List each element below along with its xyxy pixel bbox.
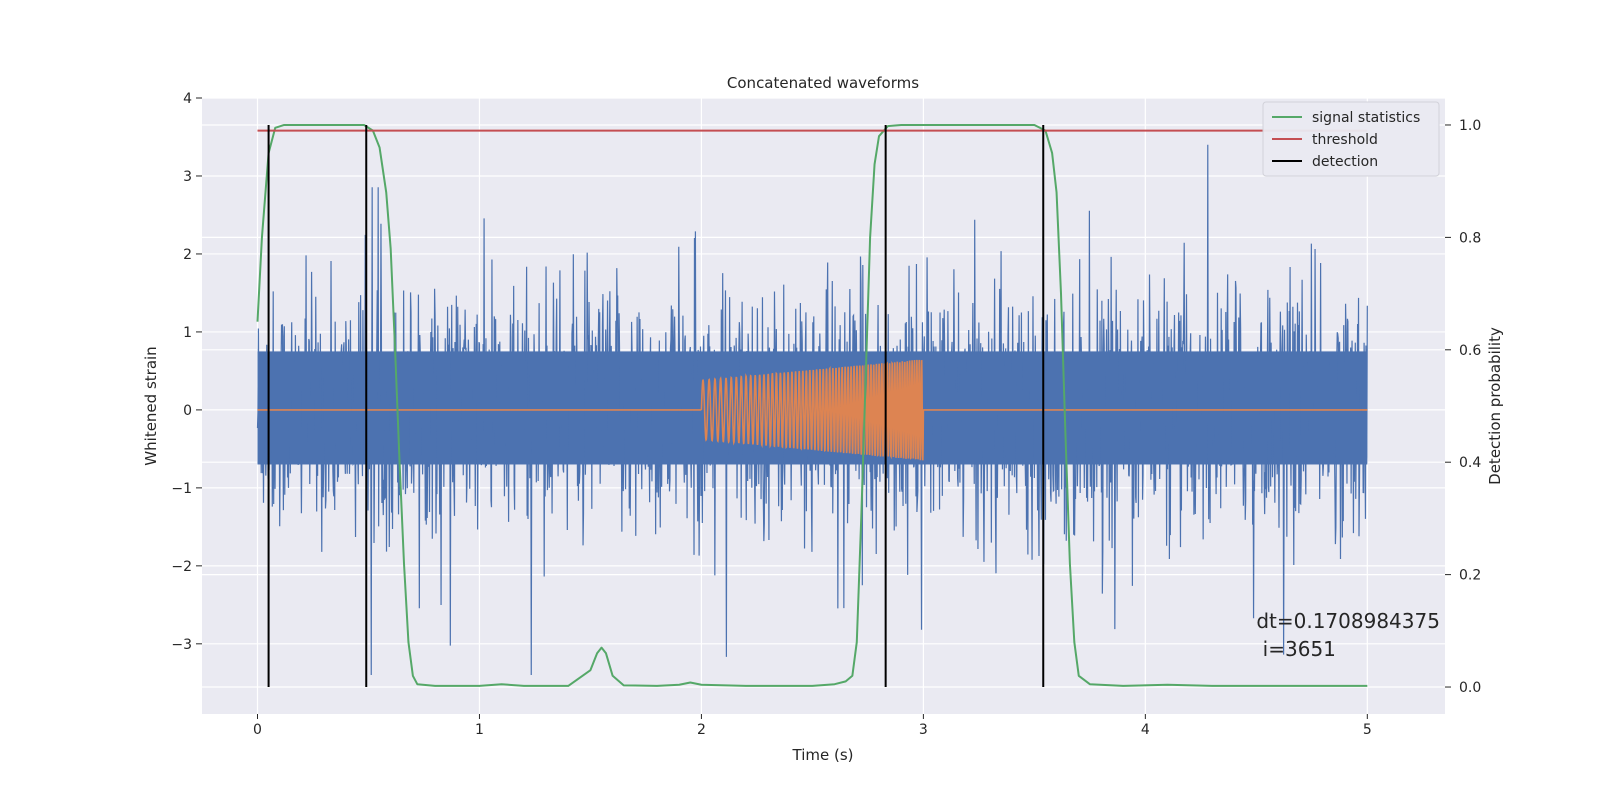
legend-label-detection: detection — [1312, 154, 1378, 170]
y2-axis-label: Detection probability — [1486, 327, 1504, 485]
y2-tick-label: 0.4 — [1459, 455, 1481, 471]
y-tick-label: 2 — [183, 247, 192, 263]
x-tick-label: 2 — [697, 722, 706, 738]
y-axis-label: Whitened strain — [142, 346, 160, 465]
y2-tick-label: 0.2 — [1459, 568, 1481, 584]
y-tick-label: 1 — [183, 325, 192, 341]
y2-tick-label: 1.0 — [1459, 118, 1481, 134]
y-tick-label: 3 — [183, 169, 192, 185]
x-axis-label: Time (s) — [792, 746, 854, 764]
y2-tick-label: 0.8 — [1459, 230, 1481, 246]
chart-title: Concatenated waveforms — [727, 74, 919, 92]
ticks: 0 1 2 3 4 5 −3 −2 −1 0 1 2 3 4 0.0 0.2 0.4 0.6 0.8 1.0 — [171, 91, 1481, 738]
y2-tick-label: 0.6 — [1459, 343, 1481, 359]
annotation-dt: dt=0.1708984375 — [1256, 609, 1440, 633]
x-tick-label: 5 — [1363, 722, 1372, 738]
x-tick-label: 0 — [253, 722, 262, 738]
y-tick-label: 4 — [183, 91, 192, 107]
annotation-index: i=3651 — [1256, 637, 1336, 661]
detection-series — [267, 124, 1045, 688]
legend-label-threshold: threshold — [1312, 132, 1378, 148]
legend-label-signal-statistics: signal statistics — [1312, 110, 1420, 126]
x-tick-label: 4 — [1141, 722, 1150, 738]
y-tick-label: −3 — [171, 637, 192, 653]
x-tick-label: 1 — [475, 722, 484, 738]
signal-statistics-series — [256, 123, 1368, 687]
y-tick-label: −2 — [171, 559, 192, 575]
legend-box — [1262, 101, 1440, 177]
y-tick-label: 0 — [183, 403, 192, 419]
y-tick-label: −1 — [171, 481, 192, 497]
signal-statistics-line — [256, 123, 1368, 687]
x-tick-label: 3 — [919, 722, 928, 738]
legend: signal statistics threshold detection — [1262, 101, 1440, 177]
y2-tick-label: 0.0 — [1459, 680, 1481, 696]
